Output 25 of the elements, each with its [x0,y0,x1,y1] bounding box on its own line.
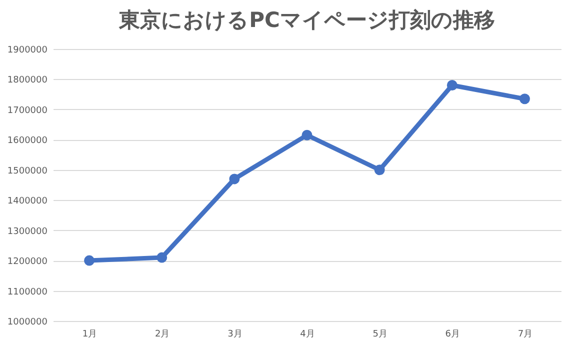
x-tick-label: 5月 [372,330,388,340]
x-tick-label: 2月 [154,330,170,340]
y-tick-label: 1200000 [7,257,48,268]
y-tick-label: 1000000 [7,318,48,328]
x-tick-label: 7月 [518,330,533,340]
y-tick-label: 1700000 [7,106,48,116]
x-tick-label: 3月 [228,330,242,340]
point [84,255,95,266]
point [302,130,312,140]
point [519,94,530,104]
x-tick-label: 4月 [300,330,315,340]
y-tick-label: 1600000 [7,136,48,146]
y-tick-label: 1500000 [7,166,48,176]
y-tick-label: 1300000 [7,226,48,237]
x-tick-label: 1月 [82,330,98,340]
y-tick-label: 1900000 [7,46,48,56]
y-tick-label: 1800000 [7,76,48,86]
x-tick-label: 6月 [445,330,460,340]
y-tick-label: 1400000 [7,196,48,207]
point [446,80,458,90]
point [156,252,168,263]
y-tick-label: 1100000 [7,287,48,298]
point [229,174,240,184]
chart-title: 東京におけるPCマイページ打刻の推移 [118,8,495,32]
point [374,164,385,176]
